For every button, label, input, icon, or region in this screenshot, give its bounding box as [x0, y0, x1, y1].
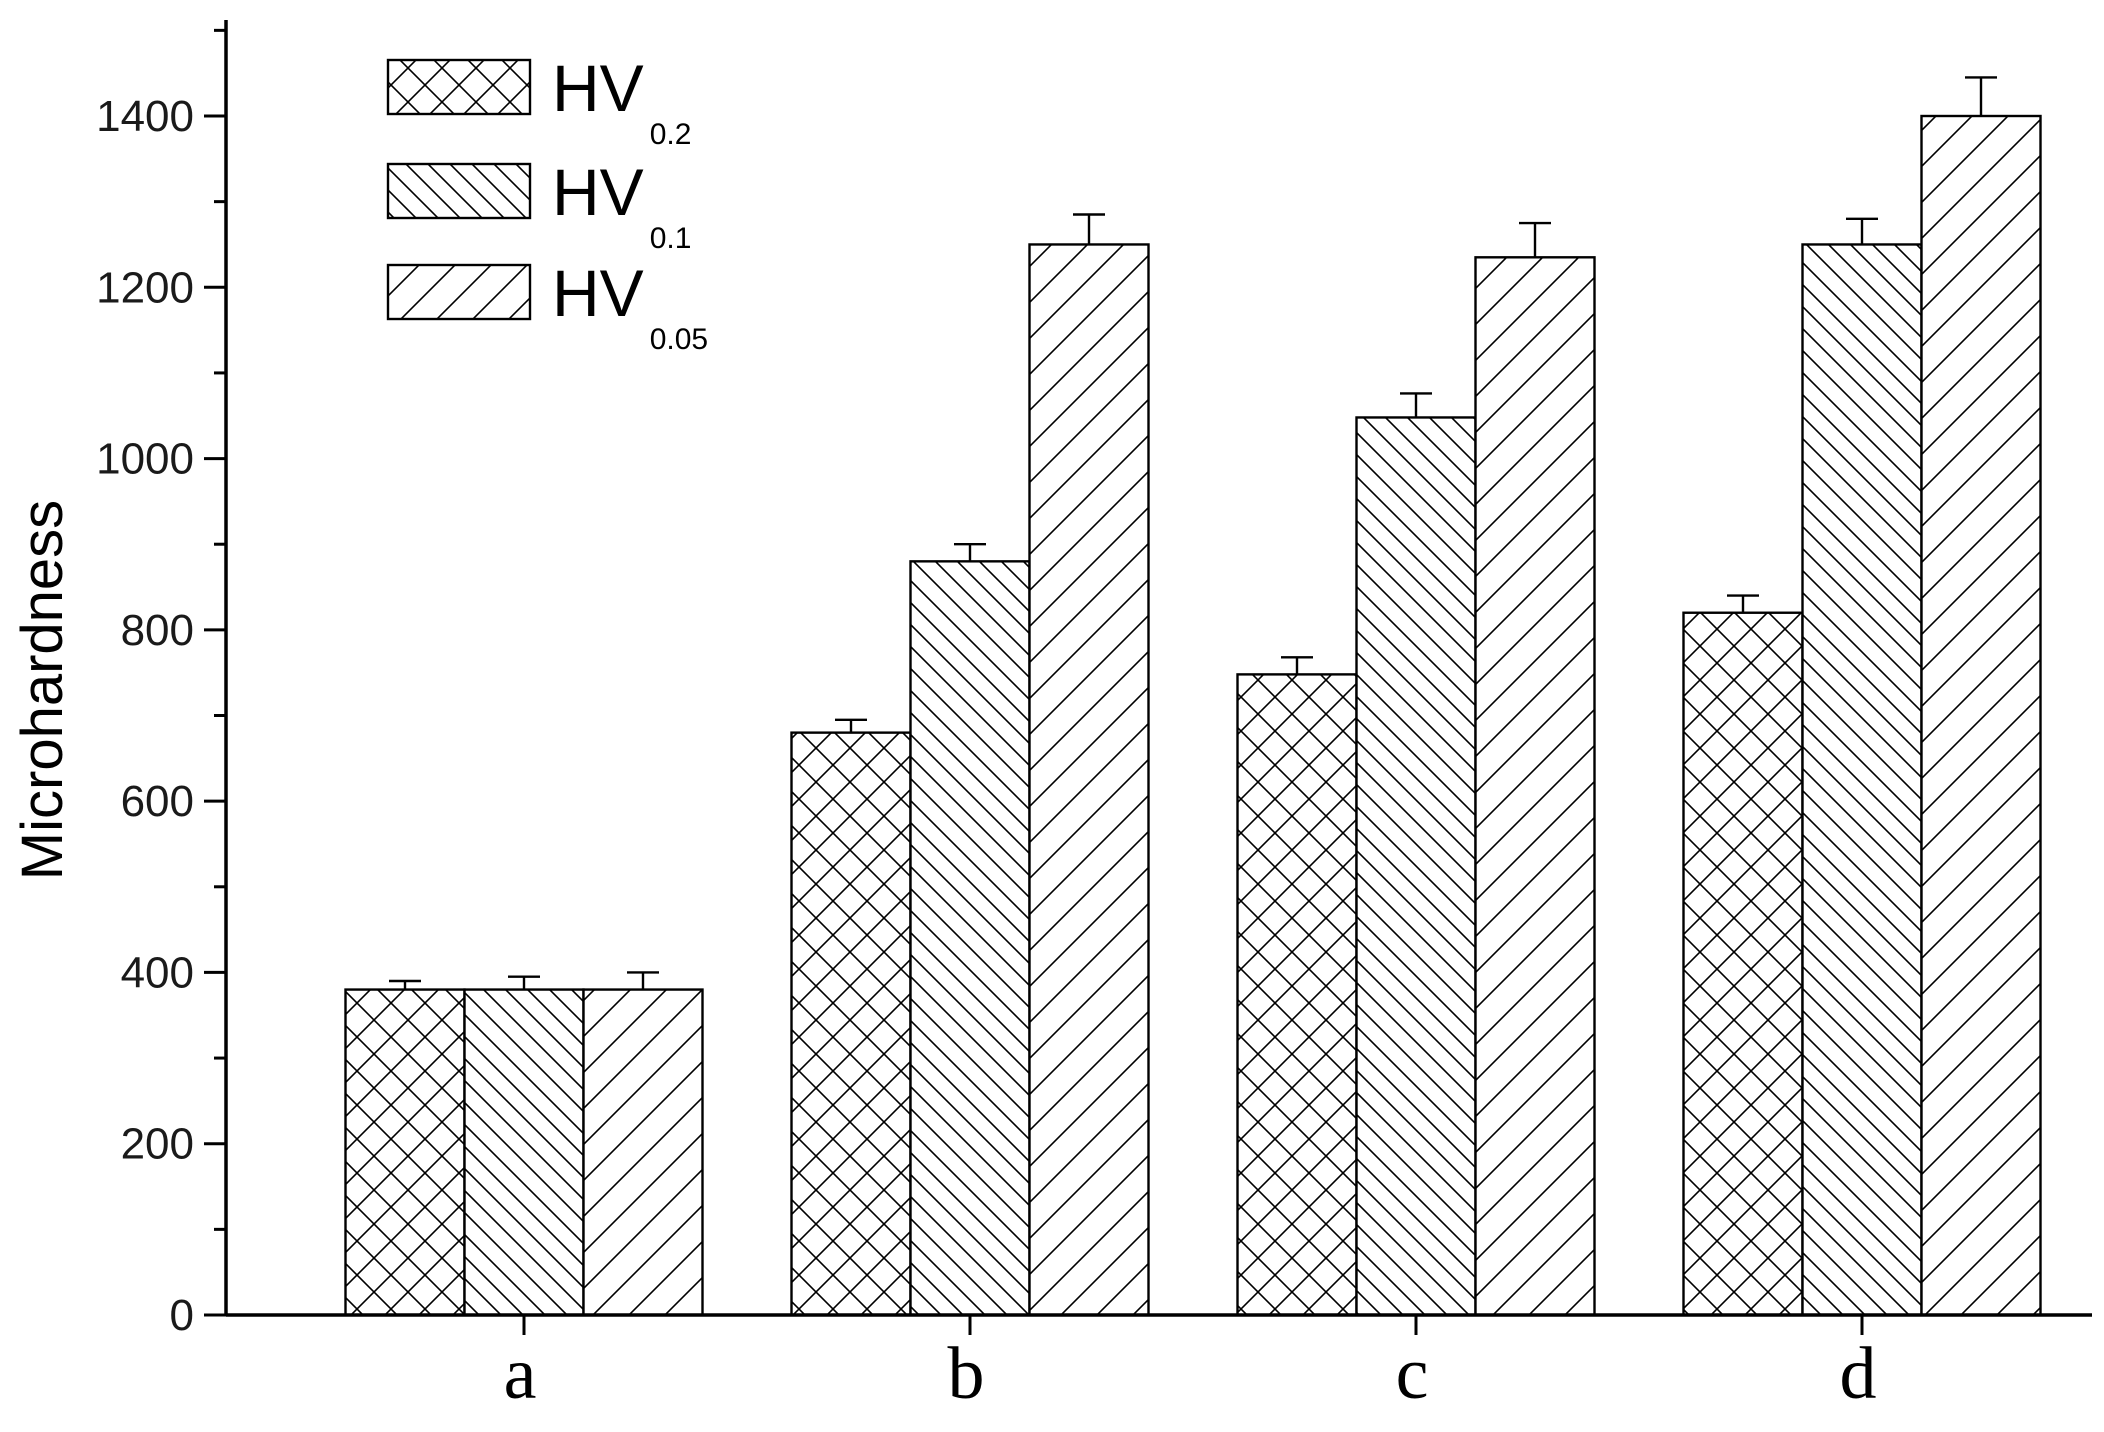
y-tick-label: 1000	[96, 435, 194, 484]
bar-b-0-2	[790, 731, 912, 1317]
bar-d-0-1	[1801, 243, 1923, 1317]
series-0-2	[344, 594, 1804, 1317]
legend-swatch	[386, 58, 532, 116]
legend-swatch	[386, 162, 532, 220]
bar-c-0-1	[1355, 416, 1477, 1317]
plot-area	[344, 76, 2042, 1317]
bar-b-0-1	[909, 560, 1031, 1317]
legend-label: HV0.2	[552, 51, 691, 151]
legend-label: HV0.05	[552, 256, 708, 356]
bar-b-0-05	[1028, 243, 1150, 1317]
series-0-05	[582, 76, 2042, 1317]
legend-item-0-2: HV0.2	[386, 51, 691, 151]
bar-a-0-05	[582, 988, 704, 1317]
x-tick-label-d: d	[1840, 1333, 1877, 1415]
bar-c-0-05	[1474, 256, 1596, 1317]
legend-swatch	[386, 263, 532, 321]
bar-d-0-2	[1682, 611, 1804, 1317]
y-tick-label: 800	[121, 606, 194, 655]
series-0-1	[463, 217, 1923, 1317]
y-tick-label: 200	[121, 1120, 194, 1169]
x-tick-label-a: a	[504, 1333, 537, 1415]
bar-d-0-05	[1920, 114, 2042, 1317]
x-tick-label-b: b	[948, 1333, 985, 1415]
y-tick-label: 600	[121, 777, 194, 826]
axes: 0 200 400 600 800 1000 1200 1400 a b c d	[96, 20, 2092, 1415]
legend-item-0-05: HV0.05	[386, 256, 708, 356]
bar-a-0-1	[463, 988, 585, 1317]
bar-c-0-2	[1236, 673, 1358, 1317]
y-axis-title: Microhardness	[10, 500, 75, 880]
y-tick-label: 1200	[96, 263, 194, 312]
x-tick-label-c: c	[1396, 1333, 1429, 1415]
bar-a-0-2	[344, 988, 466, 1317]
y-tick-label: 0	[170, 1291, 194, 1340]
legend-item-0-1: HV0.1	[386, 155, 691, 255]
y-tick-label: 1400	[96, 92, 194, 141]
y-tick-label: 400	[121, 948, 194, 997]
legend-label: HV0.1	[552, 155, 691, 255]
